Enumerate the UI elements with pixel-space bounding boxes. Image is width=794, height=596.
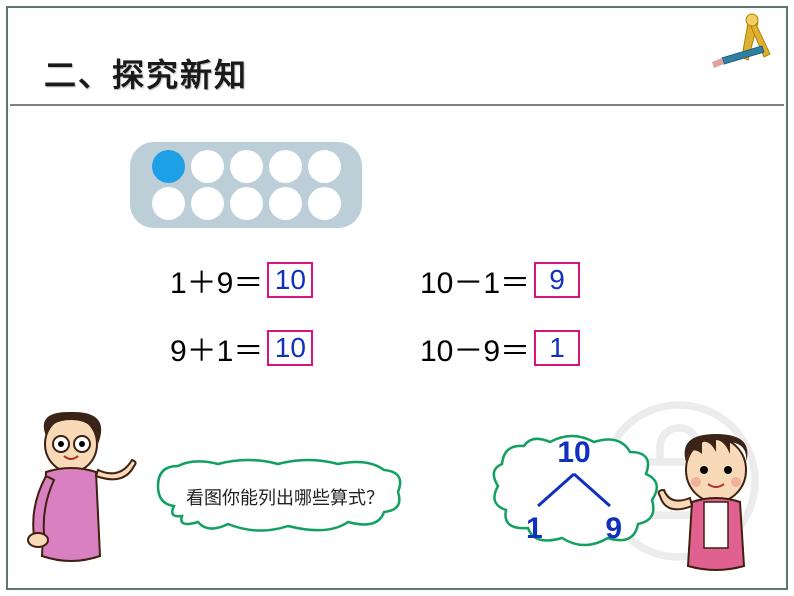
number-bond: 10 1 9	[504, 436, 644, 546]
number-bond-right: 9	[605, 512, 622, 546]
answer-box: 10	[267, 330, 313, 366]
ten-frame	[130, 142, 362, 228]
answer-box: 10	[267, 262, 313, 298]
equations-block: 1＋9＝ 10 10－1＝ 9 9＋1＝ 10 10－9＝ 1	[170, 258, 670, 394]
section-heading: 二、探究新知	[44, 50, 248, 96]
answer-box: 1	[534, 330, 580, 366]
heading-underline	[10, 104, 784, 106]
ten-frame-dot	[308, 150, 341, 183]
equation-lhs: 1＋9＝	[170, 258, 263, 302]
ten-frame-dot	[230, 150, 263, 183]
ten-frame-dot	[230, 187, 263, 220]
equation: 9＋1＝ 10	[170, 326, 420, 370]
equation-lhs: 10－1＝	[420, 258, 530, 302]
corner-decor-icon	[704, 12, 776, 74]
ten-frame-dot	[308, 187, 341, 220]
ten-frame-dot	[269, 187, 302, 220]
equation: 10－9＝ 1	[420, 326, 670, 370]
answer-box: 9	[534, 262, 580, 298]
equation: 1＋9＝ 10	[170, 258, 420, 302]
speech-text: 看图你能列出哪些算式？	[170, 484, 400, 510]
ten-frame-dot-filled	[152, 150, 185, 183]
ten-frame-dot	[269, 150, 302, 183]
equation-lhs: 9＋1＝	[170, 326, 263, 370]
ten-frame-dot	[191, 150, 224, 183]
ten-frame-dot	[191, 187, 224, 220]
number-bond-bottom: 1 9	[504, 512, 644, 546]
equation-row: 1＋9＝ 10 10－1＝ 9	[170, 258, 670, 302]
number-bond-top: 10	[504, 436, 644, 470]
equation-lhs: 10－9＝	[420, 326, 530, 370]
ten-frame-row	[144, 150, 348, 183]
teacher-illustration	[16, 406, 146, 576]
number-bond-left: 1	[526, 512, 543, 546]
ten-frame-dot	[152, 187, 185, 220]
number-bond-lines	[504, 472, 644, 508]
student-illustration	[656, 426, 776, 576]
equation-row: 9＋1＝ 10 10－9＝ 1	[170, 326, 670, 370]
equation: 10－1＝ 9	[420, 258, 670, 302]
ten-frame-row	[144, 187, 348, 220]
